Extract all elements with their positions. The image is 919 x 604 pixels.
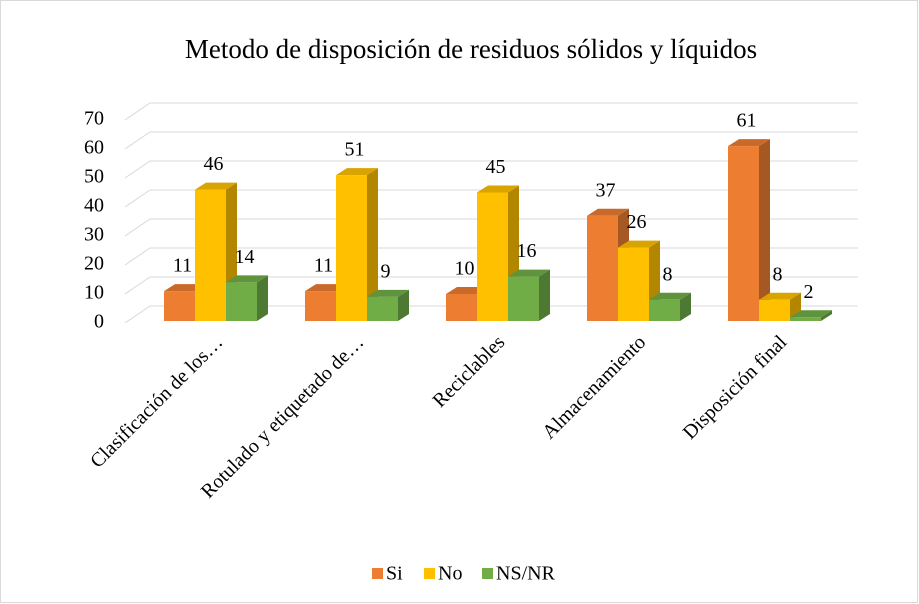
data-label: 8 — [773, 263, 783, 285]
y-tick-label: 20 — [84, 253, 104, 275]
bar-front — [790, 317, 821, 321]
grid-line — [124, 102, 858, 121]
legend-label: Si — [386, 563, 403, 585]
bar-top — [728, 139, 770, 147]
data-label: 11 — [314, 255, 333, 277]
data-label: 11 — [173, 255, 192, 277]
bar-top — [477, 185, 519, 193]
bar-front — [618, 247, 649, 321]
bar-front — [587, 215, 618, 321]
data-label: 9 — [381, 260, 391, 282]
y-tick-label: 0 — [94, 311, 104, 333]
bar-front — [728, 146, 759, 321]
bar-side — [257, 275, 268, 321]
bar-top — [790, 310, 832, 318]
data-label: 2 — [804, 281, 814, 303]
bar-front — [446, 294, 477, 321]
bar — [649, 292, 691, 321]
y-tick-label: 50 — [84, 166, 104, 188]
data-label: 10 — [455, 258, 475, 280]
grid-line — [124, 189, 858, 208]
bar-top — [367, 289, 409, 297]
data-label: 51 — [345, 139, 365, 161]
bar-top — [195, 182, 237, 190]
legend-swatch — [424, 568, 435, 579]
data-label: 14 — [235, 246, 255, 268]
bar-front — [477, 192, 508, 321]
grid-line — [124, 131, 858, 150]
bar-front — [508, 276, 539, 321]
bar-top — [508, 269, 550, 277]
data-label: 45 — [486, 156, 506, 178]
bar-top — [226, 275, 268, 283]
data-label: 26 — [627, 211, 647, 233]
data-label: 46 — [204, 153, 224, 175]
bar — [367, 289, 409, 321]
grid-line — [124, 160, 858, 179]
bar-front — [195, 189, 226, 321]
y-tick-label: 10 — [84, 282, 104, 304]
bar-front — [759, 299, 790, 321]
bar-front — [336, 175, 367, 321]
bar-front — [649, 299, 680, 321]
legend-swatch — [482, 568, 493, 579]
data-label: 8 — [663, 263, 673, 285]
y-tick-label: 60 — [84, 137, 104, 159]
y-tick-label: 70 — [84, 108, 104, 130]
bar — [790, 310, 832, 321]
bar-top — [587, 208, 629, 216]
bar — [226, 275, 268, 321]
bar-front — [305, 291, 336, 321]
bar-front — [367, 296, 398, 321]
bar-side — [821, 310, 832, 321]
bar-side — [759, 139, 770, 321]
legend-label: No — [438, 563, 462, 585]
data-label: 61 — [737, 110, 757, 132]
bar — [508, 269, 550, 321]
bar-top — [649, 292, 691, 300]
data-label: 16 — [517, 240, 537, 262]
legend-swatch — [372, 568, 383, 579]
bar-top — [759, 292, 801, 300]
y-tick-label: 40 — [84, 195, 104, 217]
bar-side — [367, 168, 378, 321]
bar-side — [398, 289, 409, 321]
chart-title: Metodo de disposición de residuos sólido… — [185, 34, 757, 64]
bar-top — [618, 240, 660, 248]
bar — [336, 168, 378, 321]
bar-side — [539, 269, 550, 321]
legend-label: NS/NR — [496, 563, 556, 585]
bar-top — [336, 168, 378, 176]
data-label: 37 — [596, 179, 616, 201]
bar — [728, 139, 770, 321]
bar-side — [680, 292, 691, 321]
bar-front — [164, 291, 195, 321]
y-tick-label: 30 — [84, 224, 104, 246]
bar-front — [226, 282, 257, 321]
